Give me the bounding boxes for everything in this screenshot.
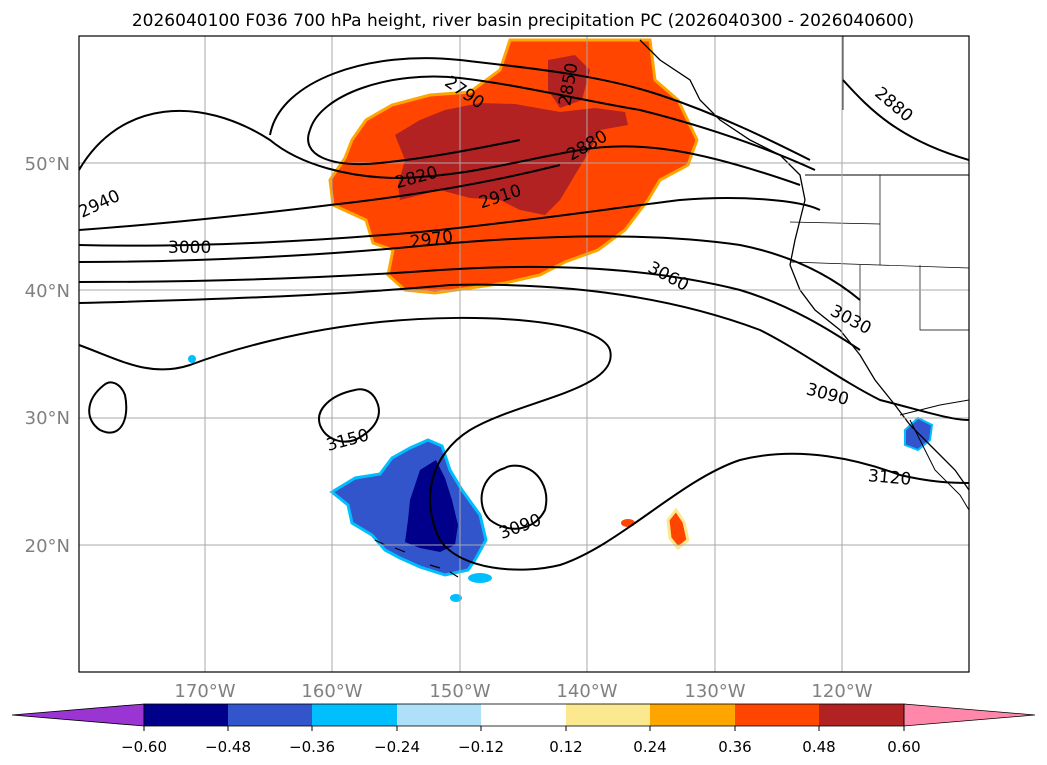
longitude-labels: 170°W 160°W 150°W 140°W 130°W 120°W [174,681,872,702]
map-frame [78,35,970,673]
colorbar-tick: −0.24 [374,738,420,756]
colorbar-extend-high [903,703,1036,727]
lon-label: 150°W [429,681,490,702]
gridlines [79,36,969,672]
precip-negative-patch-small [468,573,492,583]
lat-label: 40°N [25,281,70,302]
colorbar-segment [144,704,228,726]
colorbar-tick: 0.24 [633,738,666,756]
lat-label: 50°N [25,154,70,175]
precip-positive-patch-south-2 [621,519,635,527]
colorbar-tick: 0.60 [887,738,920,756]
contour-label: 3000 [168,238,211,258]
precip-negative-patch-small-3 [188,355,196,363]
coastline-baja [909,419,969,511]
lon-label: 140°W [556,681,617,702]
colorbar-segment [481,704,566,726]
colorbar-tick: 0.12 [549,738,582,756]
lon-label: 120°W [811,681,872,702]
state-borders [789,175,969,331]
colorbar-tick: 0.48 [802,738,835,756]
colorbar-tick: −0.60 [121,738,167,756]
colorbar-segment [650,704,735,726]
colorbar-outline [143,703,905,727]
colorbar-extend-low [11,703,145,727]
colorbar-segment [397,704,481,726]
map-title: 2026040100 F036 700 hPa height, river ba… [132,11,914,31]
lon-label: 160°W [301,681,362,702]
precip-positive-patch-south [666,507,690,551]
height-contours [79,57,969,571]
colorbar-segment [819,704,904,726]
colorbar-tick-labels: −0.60 −0.48 −0.36 −0.24 −0.12 0.12 0.24 … [121,738,921,756]
lon-label: 170°W [174,681,235,702]
colorbar-segment [312,704,397,726]
colorbar-segment [566,704,650,726]
coastline-hawaii [374,539,459,578]
colorbar-tick: −0.48 [205,738,251,756]
colorbar [11,703,1036,731]
map-area: 2790 2850 2880 2820 2910 2970 2940 3000 … [79,36,969,672]
latitude-labels: 50°N 40°N 30°N 20°N [25,154,70,557]
colorbar-tick: 0.36 [718,738,751,756]
colorbar-segment [735,704,819,726]
contour-label: 3120 [867,466,912,490]
lon-label: 130°W [684,681,745,702]
border-us-mexico [899,399,969,416]
colorbar-segment [228,704,312,726]
colorbar-tick: −0.36 [289,738,335,756]
lat-label: 20°N [25,536,70,557]
colorbar-tick: −0.12 [458,738,504,756]
lat-label: 30°N [25,408,70,429]
precip-negative-patch-small-2 [450,594,462,602]
precip-strong-negative-region [405,460,458,552]
